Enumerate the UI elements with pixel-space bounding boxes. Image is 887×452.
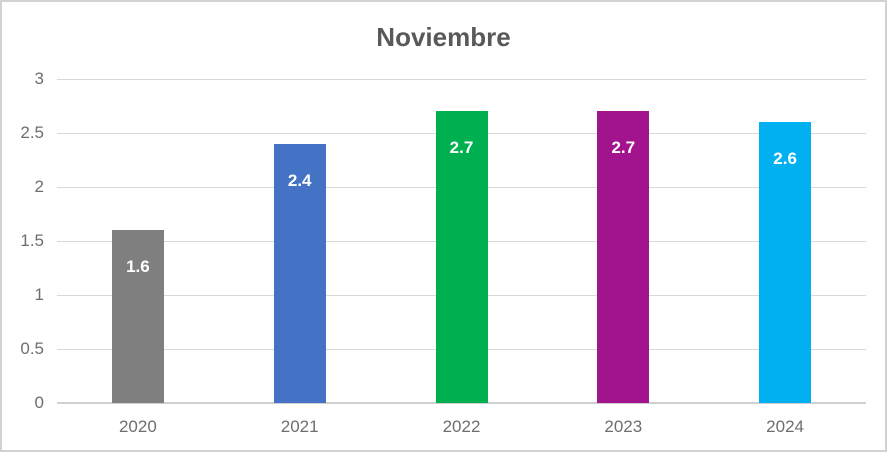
y-tick-label: 1: [34, 285, 44, 304]
y-tick-label: 1.5: [20, 231, 44, 250]
bar-2024: 2.6: [759, 122, 812, 403]
bar-value-label: 1.6: [126, 257, 150, 277]
bar-2023: 2.7: [597, 111, 650, 403]
x-tick-label: 2023: [604, 417, 643, 436]
x-tick-label: 2020: [118, 417, 157, 436]
x-tick-label: 2024: [766, 417, 804, 436]
gridline: [57, 78, 866, 80]
y-tick-label: 2.5: [20, 123, 44, 142]
x-tick-label: 2021: [280, 417, 319, 436]
bar-value-label: 2.6: [773, 149, 797, 169]
x-tick-label: 2022: [442, 417, 481, 436]
bar-value-label: 2.4: [287, 170, 312, 190]
y-tick-label: 0.5: [20, 339, 44, 358]
bar-2020: 1.6: [111, 230, 164, 403]
y-tick-label: 3: [34, 69, 44, 88]
bar-2022: 2.7: [435, 111, 488, 403]
y-tick-label: 2: [34, 177, 44, 196]
chart-title: Noviembre: [376, 22, 511, 52]
bar-value-label: 2.7: [611, 138, 636, 158]
y-tick-label: 0: [34, 393, 44, 412]
bar-2021: 2.4: [273, 143, 326, 403]
x-axis-line: [57, 402, 866, 404]
bar-value-label: 2.7: [449, 138, 474, 158]
